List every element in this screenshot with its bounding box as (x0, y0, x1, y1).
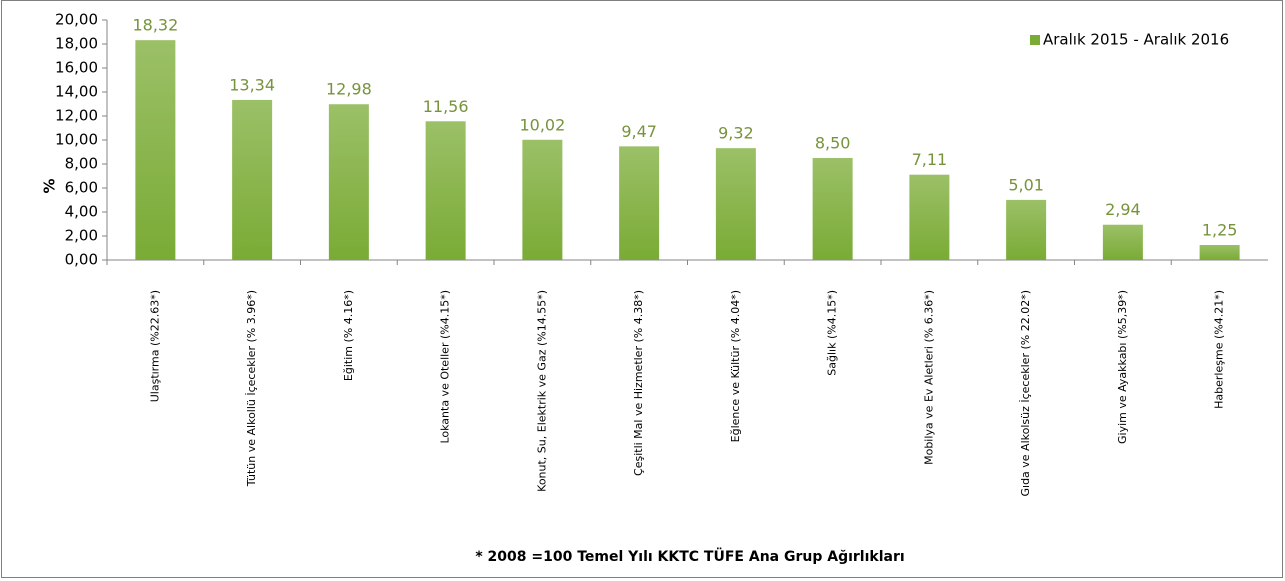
y-tick-label: 18,00 (55, 35, 98, 53)
bar (328, 104, 369, 261)
x-tick-label: Ulaştırma (%22.63*) (148, 290, 161, 402)
x-tick-label: Tütün ve Alkollü İçecekler (% 3.96*) (245, 290, 258, 487)
y-tick-label: 14,00 (55, 83, 98, 101)
x-tick-label: Eğitim (% 4.16*) (342, 290, 355, 381)
y-tick-label: 0,00 (65, 251, 98, 269)
bar (522, 139, 563, 260)
legend-label: Aralık 2015 - Aralık 2016 (1043, 31, 1229, 49)
value-label: 13,34 (229, 75, 275, 94)
bar (425, 121, 466, 260)
y-tick-label: 4,00 (65, 203, 98, 221)
value-label: 2,94 (1105, 200, 1141, 219)
x-tick-label: Haberleşme (%4.21*) (1213, 290, 1226, 409)
value-label: 7,11 (912, 150, 948, 169)
y-tick-label: 16,00 (55, 59, 98, 77)
bar (1006, 199, 1047, 260)
x-tick-label: Lokanta ve Oteller (%4.15*) (439, 290, 452, 444)
value-label: 9,47 (621, 122, 657, 141)
value-label: 8,50 (815, 134, 851, 153)
value-label: 18,32 (132, 16, 178, 35)
x-tick-label: Eğlence ve Kültür (% 4.04*) (729, 290, 742, 442)
bar (619, 146, 660, 260)
legend-swatch (1030, 35, 1040, 45)
value-label: 1,25 (1202, 221, 1238, 240)
x-tick-label: Konut, Su, Elektrik ve Gaz (%14.55*) (535, 290, 548, 492)
y-tick-label: 12,00 (55, 107, 98, 125)
value-label: 11,56 (423, 97, 469, 116)
x-tick-label: Sağlık (%4.15*) (826, 290, 839, 376)
y-tick-label: 6,00 (65, 179, 98, 197)
y-tick-label: 2,00 (65, 227, 98, 245)
bar (1199, 245, 1240, 260)
x-tick-label: Mobilya ve Ev Aletleri (% 6.36*) (922, 290, 935, 465)
footnote: * 2008 =100 Temel Yılı KKTC TÜFE Ana Gru… (475, 547, 904, 565)
value-label: 10,02 (519, 115, 565, 134)
y-tick-label: 10,00 (55, 131, 98, 149)
value-label: 12,98 (326, 80, 372, 99)
value-label: 5,01 (1008, 175, 1044, 194)
x-tick-label: Giyim ve Ayakkabı (%5,39*) (1116, 290, 1129, 444)
x-tick-label: Gıda ve Alkolsüz İçecekler (% 22.02*) (1019, 290, 1032, 497)
bar (812, 158, 853, 260)
value-label: 9,32 (718, 124, 754, 143)
y-tick-label: 8,00 (65, 155, 98, 173)
x-tick-label: Çeşitli Mal ve Hizmetler (% 4.38*) (632, 290, 645, 476)
bar (135, 40, 176, 260)
y-tick-label: 20,00 (55, 11, 98, 29)
bar (909, 174, 950, 260)
bar (715, 148, 756, 260)
bar (232, 99, 273, 260)
y-axis-label: % (41, 178, 59, 193)
bar (1102, 224, 1143, 260)
